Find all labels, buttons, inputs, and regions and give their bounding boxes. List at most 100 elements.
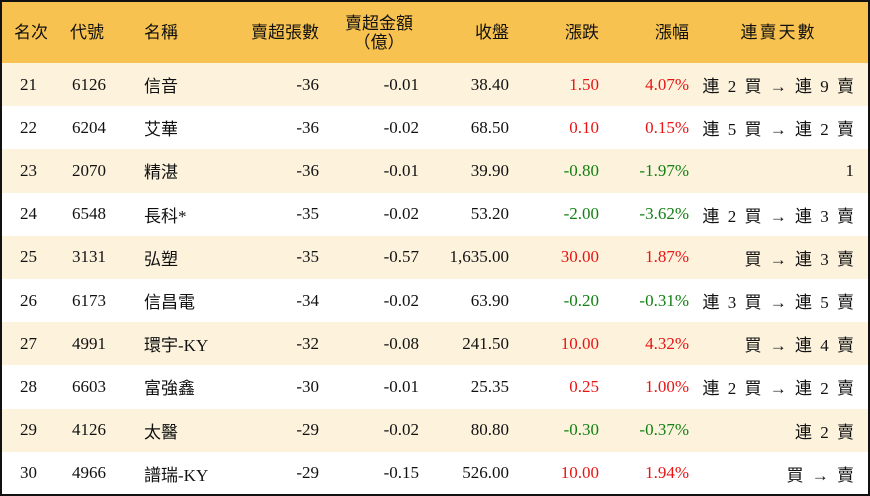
cell-streak: 連 2 賣 [689, 408, 868, 452]
cell-name: 譜瑞-KY [144, 465, 209, 485]
cell-close: 25.35 [470, 376, 509, 396]
cell-change: 0.25 [569, 376, 599, 396]
cell-close: 53.20 [470, 204, 509, 224]
cell-lots: -32 [224, 322, 319, 366]
cell-pct: 1.00% [645, 376, 689, 396]
cell-close: 241.50 [419, 322, 509, 366]
cell-pct: 4.07% [599, 63, 689, 107]
cell-change: -0.30 [509, 408, 599, 452]
header-amount: 賣超金額 （億） [319, 2, 419, 63]
cell-streak: 1 [689, 149, 868, 193]
cell-name: 富強鑫 [144, 379, 195, 399]
cell-pct: -0.37% [599, 408, 689, 452]
cell-amount: -0.15 [383, 463, 419, 483]
cell-close: 39.90 [419, 149, 509, 193]
cell-streak: 連 5 買 → 連 2 賣 [702, 120, 856, 140]
cell-lots: -36 [224, 63, 319, 107]
table-row[interactable]: 30 4966 譜瑞-KY -29 -0.15 526.00 10.00 1.94% 買 → 賣 [2, 452, 868, 495]
cell-amount: -0.02 [383, 290, 419, 310]
cell-amount: -0.01 [383, 376, 419, 396]
cell-streak: 連 2 買 → 連 3 賣 [702, 206, 856, 226]
cell-streak: 連 2 買 → 連 2 賣 [702, 379, 856, 399]
cell-change: 1.50 [509, 63, 599, 107]
cell-lots: -35 [296, 204, 319, 224]
table-row[interactable]: 27 4991 環宇-KY -32 -0.08 241.50 10.00 4.32% 買 → 連… [2, 322, 868, 366]
cell-rank: 21 [2, 63, 64, 107]
cell-rank: 27 [2, 322, 64, 366]
cell-rank: 22 [20, 117, 37, 137]
cell-amount: -0.02 [383, 204, 419, 224]
header-close: 收盤 [419, 2, 509, 63]
cell-rank: 23 [2, 149, 64, 193]
cell-name: 弘塑 [134, 235, 224, 279]
cell-close: 63.90 [470, 290, 509, 310]
cell-pct: 0.15% [645, 117, 689, 137]
cell-pct: 1.94% [645, 463, 689, 483]
cell-close: 1,635.00 [419, 235, 509, 279]
cell-code: 6204 [72, 117, 106, 137]
header-pct: 漲幅 [599, 2, 689, 63]
cell-rank: 24 [20, 204, 37, 224]
cell-code: 4991 [64, 322, 134, 366]
header-rank: 名次 [2, 2, 64, 63]
cell-pct: -3.62% [639, 204, 689, 224]
cell-streak: 買 → 連 4 賣 [689, 322, 868, 366]
header-code: 代號 [64, 2, 134, 63]
cell-name: 信音 [134, 63, 224, 107]
table-row[interactable]: 29 4126 太醫 -29 -0.02 80.80 -0.30 -0.37% 連 2 賣 [2, 408, 868, 452]
header-change: 漲跌 [509, 2, 599, 63]
header-lots: 賣超張數 [224, 2, 319, 63]
cell-amount: -0.01 [319, 63, 419, 107]
cell-pct: -1.97% [599, 149, 689, 193]
cell-rank: 29 [2, 408, 64, 452]
cell-code: 6603 [72, 376, 106, 396]
header-streak: 連賣天數 [689, 2, 868, 63]
cell-rank: 25 [2, 235, 64, 279]
cell-lots: -36 [224, 149, 319, 193]
table-row[interactable]: 25 3131 弘塑 -35 -0.57 1,635.00 30.00 1.87% 買 → 連 … [2, 235, 868, 279]
cell-close: 38.40 [419, 63, 509, 107]
table-row[interactable]: 26 6173 信昌電 -34 -0.02 63.90 -0.20 -0.31% 連 3 買 →… [2, 279, 868, 322]
cell-change: -0.20 [563, 290, 599, 310]
cell-streak: 買 → 連 3 賣 [689, 235, 868, 279]
table-row[interactable]: 28 6603 富強鑫 -30 -0.01 25.35 0.25 1.00% 連 2 買 → 連… [2, 365, 868, 408]
cell-lots: -30 [296, 376, 319, 396]
cell-rank: 30 [20, 463, 37, 483]
table-row[interactable]: 22 6204 艾華 -36 -0.02 68.50 0.10 0.15% 連 5 買 → 連 … [2, 106, 868, 149]
cell-change: -2.00 [563, 204, 599, 224]
table-row[interactable]: 24 6548 長科* -35 -0.02 53.20 -2.00 -3.62% 連 2 買 →… [2, 193, 868, 236]
cell-pct: 1.87% [599, 235, 689, 279]
cell-amount: -0.01 [319, 149, 419, 193]
cell-code: 4966 [72, 463, 106, 483]
cell-change: 10.00 [560, 463, 599, 483]
table-header-row: 名次 代號 名稱 賣超張數 賣超金額 （億） 收盤 漲跌 漲幅 連賣天數 [2, 2, 868, 63]
cell-close: 80.80 [419, 408, 509, 452]
cell-amount: -0.57 [319, 235, 419, 279]
cell-lots: -29 [224, 408, 319, 452]
header-amount-unit: （億） [353, 32, 405, 52]
cell-name: 太醫 [134, 408, 224, 452]
cell-change: -0.80 [509, 149, 599, 193]
cell-streak: 買 → 賣 [786, 465, 856, 485]
cell-name: 信昌電 [144, 293, 195, 313]
cell-lots: -29 [296, 463, 319, 483]
cell-code: 6173 [72, 290, 106, 310]
cell-lots: -36 [296, 117, 319, 137]
cell-lots: -35 [224, 235, 319, 279]
cell-code: 6126 [64, 63, 134, 107]
cell-amount: -0.08 [319, 322, 419, 366]
table-row[interactable]: 21 6126 信音 -36 -0.01 38.40 1.50 4.07% 連 2 買 → 連 … [2, 63, 868, 107]
cell-code: 3131 [64, 235, 134, 279]
cell-rank: 28 [20, 376, 37, 396]
cell-close: 526.00 [462, 463, 509, 483]
cell-pct: 4.32% [599, 322, 689, 366]
cell-code: 2070 [64, 149, 134, 193]
cell-streak: 連 2 買 → 連 9 賣 [689, 63, 868, 107]
cell-change: 10.00 [509, 322, 599, 366]
cell-streak: 連 3 買 → 連 5 賣 [702, 293, 856, 313]
header-amount-label: 賣超金額 [345, 13, 413, 33]
cell-change: 30.00 [509, 235, 599, 279]
cell-change: 0.10 [569, 117, 599, 137]
table-row[interactable]: 23 2070 精湛 -36 -0.01 39.90 -0.80 -1.97% 1 [2, 149, 868, 193]
